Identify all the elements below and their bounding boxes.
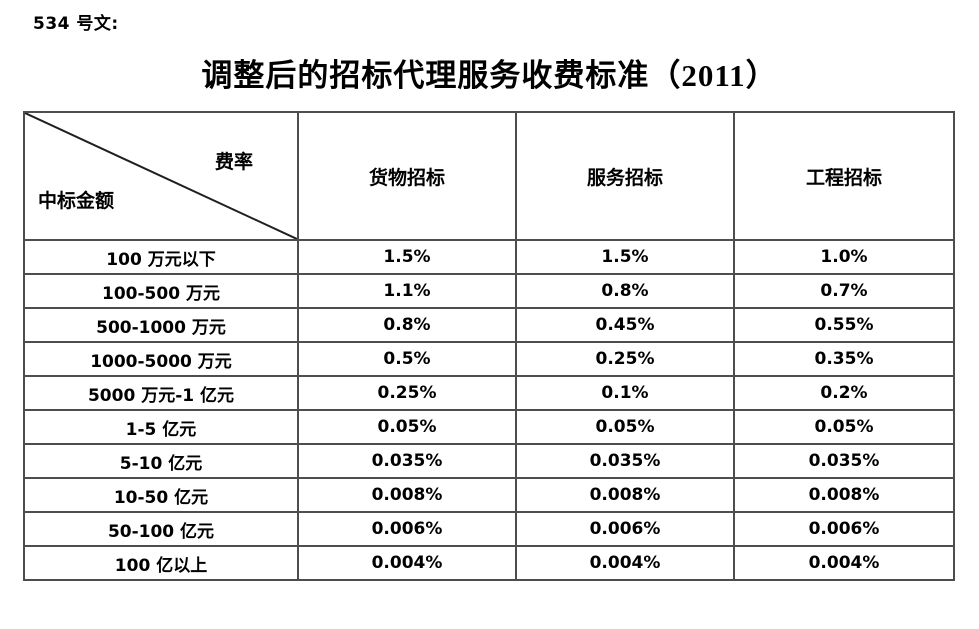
fee-cell: 0.45% (515, 307, 735, 343)
fee-cell: 0.8% (515, 273, 735, 309)
fee-cell: 0.006% (297, 511, 517, 547)
table-row: 50-100 亿元 0.006% 0.006% 0.006% (23, 511, 955, 547)
table-row: 10-50 亿元 0.008% 0.008% 0.008% (23, 477, 955, 513)
table-row: 1-5 亿元 0.05% 0.05% 0.05% (23, 409, 955, 445)
fee-cell: 0.25% (297, 375, 517, 411)
fee-rate-table: 费率 中标金额 货物招标 服务招标 工程招标 100 万元以下 1.5% 1.5… (23, 111, 955, 581)
fee-cell: 0.008% (297, 477, 517, 513)
fee-cell: 1.5% (297, 239, 517, 275)
fee-cell: 0.035% (515, 443, 735, 479)
fee-cell: 0.035% (297, 443, 517, 479)
fee-cell: 0.008% (733, 477, 955, 513)
fee-cell: 0.2% (733, 375, 955, 411)
fee-cell: 0.1% (515, 375, 735, 411)
fee-cell: 0.05% (297, 409, 517, 445)
row-label: 100-500 万元 (23, 273, 299, 309)
column-header-engineering-bidding: 工程招标 (733, 111, 955, 241)
fee-cell: 1.5% (515, 239, 735, 275)
corner-amount-label: 中标金额 (38, 191, 115, 212)
corner-rate-label: 费率 (214, 152, 253, 173)
row-label: 10-50 亿元 (23, 477, 299, 513)
table-row: 5000 万元-1 亿元 0.25% 0.1% 0.2% (23, 375, 955, 411)
table-row: 100 万元以下 1.5% 1.5% 1.0% (23, 239, 955, 275)
fee-cell: 0.006% (733, 511, 955, 547)
fee-cell: 0.008% (515, 477, 735, 513)
corner-header-cell: 费率 中标金额 (23, 111, 299, 241)
row-label: 5000 万元-1 亿元 (23, 375, 299, 411)
fee-cell: 0.5% (297, 341, 517, 377)
fee-cell: 0.05% (515, 409, 735, 445)
row-label: 100 亿以上 (23, 545, 299, 581)
table-header-row: 费率 中标金额 货物招标 服务招标 工程招标 (23, 111, 955, 241)
column-header-goods-bidding: 货物招标 (297, 111, 517, 241)
table-row: 500-1000 万元 0.8% 0.45% 0.55% (23, 307, 955, 343)
table-row: 100-500 万元 1.1% 0.8% 0.7% (23, 273, 955, 309)
row-label: 1000-5000 万元 (23, 341, 299, 377)
row-label: 500-1000 万元 (23, 307, 299, 343)
doc-number-label: 534 号文: (33, 14, 119, 34)
fee-cell: 1.0% (733, 239, 955, 275)
fee-cell: 0.35% (733, 341, 955, 377)
fee-cell: 0.006% (515, 511, 735, 547)
page-title: 调整后的招标代理服务收费标准（2011） (201, 58, 778, 93)
table-row: 1000-5000 万元 0.5% 0.25% 0.35% (23, 341, 955, 377)
fee-cell: 0.8% (297, 307, 517, 343)
row-label: 50-100 亿元 (23, 511, 299, 547)
fee-cell: 0.05% (733, 409, 955, 445)
fee-cell: 0.004% (733, 545, 955, 581)
table-row: 5-10 亿元 0.035% 0.035% 0.035% (23, 443, 955, 479)
fee-cell: 0.004% (297, 545, 517, 581)
fee-cell: 0.035% (733, 443, 955, 479)
fee-cell: 0.25% (515, 341, 735, 377)
fee-cell: 0.7% (733, 273, 955, 309)
column-header-service-bidding: 服务招标 (515, 111, 735, 241)
row-label: 100 万元以下 (23, 239, 299, 275)
fee-cell: 0.55% (733, 307, 955, 343)
fee-cell: 1.1% (297, 273, 517, 309)
table-row: 100 亿以上 0.004% 0.004% 0.004% (23, 545, 955, 581)
row-label: 1-5 亿元 (23, 409, 299, 445)
fee-cell: 0.004% (515, 545, 735, 581)
row-label: 5-10 亿元 (23, 443, 299, 479)
diagonal-divider-line (25, 113, 297, 239)
